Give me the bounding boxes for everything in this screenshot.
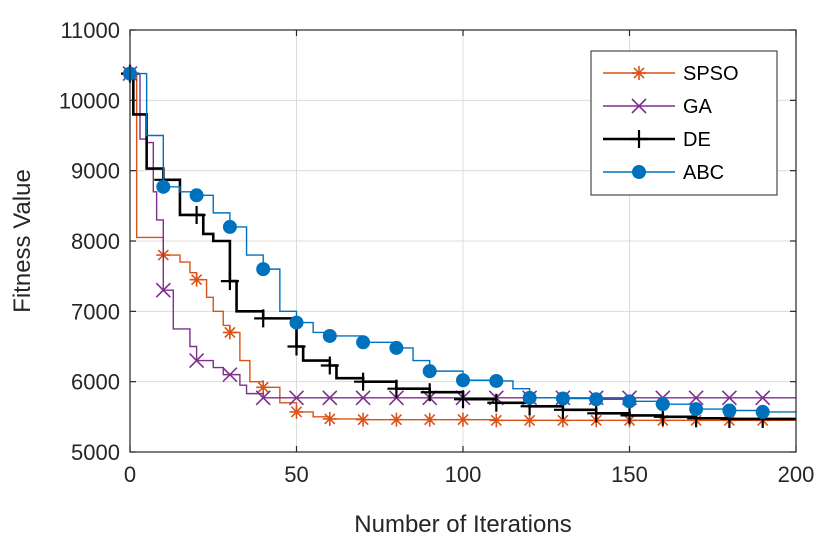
legend-marker [632,66,646,80]
data-point [389,412,404,427]
data-point [522,390,537,405]
data-point [555,391,570,406]
legend-item-abc: ABC [603,162,724,184]
data-point [456,373,470,388]
data-point [354,372,373,391]
data-point [755,404,770,419]
data-point [456,412,470,427]
data-point [322,411,337,426]
data-point [422,412,437,427]
legend: SPSO GA DE ABC [590,50,778,196]
data-point [722,403,737,418]
legend-label: SPSO [683,63,739,85]
data-point [655,397,670,412]
data-point [155,282,171,298]
data-point [256,262,271,277]
legend-label: ABC [683,162,724,184]
data-point [622,394,637,409]
data-point [222,325,237,340]
data-point [187,205,206,224]
legend-item-de: DE [603,129,711,151]
y-tick-label: 7000 [71,299,120,324]
x-tick-label: 50 [284,462,308,487]
data-point [420,383,439,402]
series-de [121,64,796,428]
data-point [522,413,537,428]
data-point [356,412,371,427]
data-point [189,353,205,369]
y-axis-title: Fitness Value [9,169,36,313]
data-point [189,272,204,287]
data-point [254,309,273,328]
y-tick-label: 5000 [71,440,120,465]
data-point [388,390,404,406]
series-abc [123,66,797,419]
data-point [289,315,304,330]
legend-marker [631,98,647,114]
y-tick-label: 10000 [59,88,120,113]
legend-label: DE [683,129,711,151]
data-point [589,392,604,407]
data-point [587,404,606,423]
data-point [288,390,305,406]
data-point [255,390,271,406]
legend-marker [632,165,646,179]
y-tick-label: 11000 [60,18,120,43]
data-point [356,335,371,350]
x-tick-label: 150 [611,462,648,487]
y-tick-label: 9000 [71,159,120,184]
data-point [688,390,704,406]
data-point [222,219,237,234]
legend-item-ga: GA [603,96,713,118]
axis-ticks: 0 50 100 150 200 5000 6000 7000 8000 9000 10000 110… [59,18,815,487]
data-point [489,413,504,428]
data-point [721,390,737,406]
y-tick-label: 6000 [71,370,120,395]
data-point [156,179,171,194]
data-point [489,373,504,388]
data-point [620,406,639,425]
data-point [320,356,339,375]
legend-item-spso: SPSO [603,63,739,85]
data-point [387,379,406,398]
data-point [287,337,306,356]
x-axis-title: Number of Iterations [354,511,571,538]
data-point [256,380,271,395]
data-point [422,364,437,379]
y-tick-label: 8000 [71,229,120,254]
data-point [222,367,238,383]
data-point [322,390,338,406]
legend-marker [630,130,648,148]
data-point [689,402,704,417]
data-point [755,390,771,406]
data-point [220,272,239,291]
data-point [389,340,404,355]
x-tick-label: 200 [778,462,815,487]
data-point [322,328,337,343]
x-tick-label: 0 [124,462,136,487]
series-layer [121,64,797,428]
data-point [454,390,472,409]
data-point [189,188,204,203]
legend-box [590,50,778,196]
data-point [355,390,371,406]
data-point [289,404,304,419]
x-tick-label: 100 [445,462,482,487]
data-point [487,393,506,412]
legend-label: GA [683,96,713,118]
